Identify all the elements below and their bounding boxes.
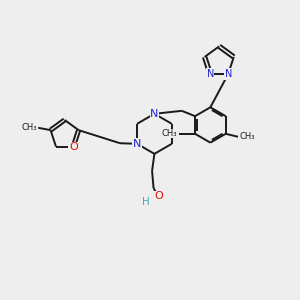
Text: CH₃: CH₃ xyxy=(162,129,177,138)
Text: N: N xyxy=(150,109,159,119)
Text: CH₃: CH₃ xyxy=(239,132,255,141)
Text: O: O xyxy=(69,142,78,152)
Text: CH₃: CH₃ xyxy=(21,123,37,132)
Text: N: N xyxy=(224,69,232,79)
Text: H: H xyxy=(142,196,149,206)
Text: N: N xyxy=(133,139,141,149)
Text: O: O xyxy=(154,191,163,201)
Text: N: N xyxy=(206,69,214,79)
